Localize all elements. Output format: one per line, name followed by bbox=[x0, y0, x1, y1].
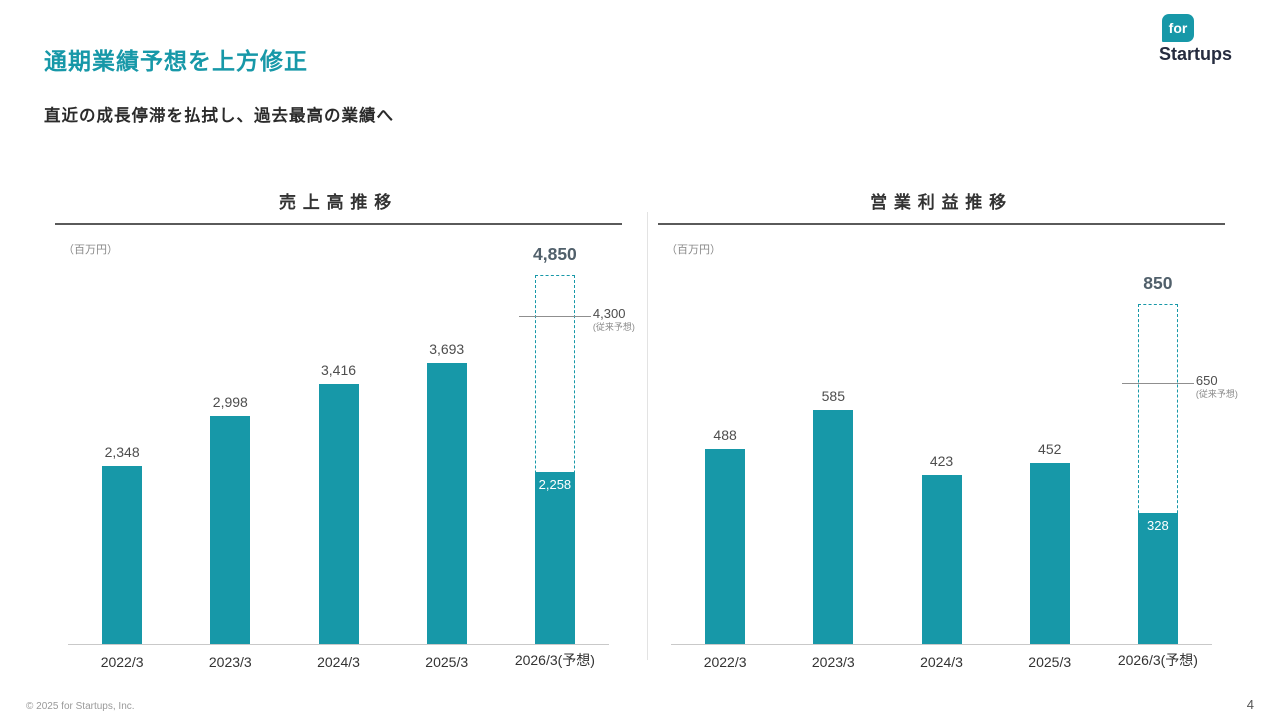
x-axis-label: 2025/3 bbox=[1028, 654, 1072, 670]
bar-group: 423 2024/3 bbox=[887, 265, 995, 670]
forecast-bar-outline bbox=[534, 275, 575, 644]
previous-forecast-note: (従来予想) bbox=[1195, 388, 1238, 399]
bar-group: 3,416 2024/3 bbox=[284, 265, 392, 670]
operating-profit-title-rule bbox=[658, 223, 1225, 225]
bar-group: 3,693 2025/3 bbox=[393, 265, 501, 670]
previous-forecast-value: 650 bbox=[1195, 372, 1218, 388]
operating-profit-unit-label: （百万円） bbox=[666, 244, 721, 256]
bar bbox=[102, 466, 143, 644]
bar-group: 2,998 2023/3 bbox=[176, 265, 284, 670]
revenue-title-rule bbox=[55, 223, 622, 225]
bar bbox=[1029, 463, 1070, 644]
bar-value-label: 585 bbox=[821, 388, 845, 404]
operating-profit-plot-area: 488 2022/3 585 2023/3 423 2024/3 452 2025/3 328 8… bbox=[671, 265, 1238, 670]
bar bbox=[210, 416, 251, 644]
revenue-unit-label: （百万円） bbox=[63, 244, 118, 256]
page-subtitle: 直近の成長停滞を払拭し、過去最高の業績へ bbox=[44, 107, 394, 125]
slide-header: 通期業績予想を上方修正 直近の成長停滞を払拭し、過去最高の業績へ bbox=[0, 0, 1280, 126]
revenue-chart-title: 売上高推移 bbox=[279, 193, 398, 212]
forecast-achieved-label: 2,258 bbox=[538, 477, 572, 492]
copyright: © 2025 for Startups, Inc. bbox=[26, 701, 135, 712]
previous-forecast-note: (従来予想) bbox=[592, 321, 635, 332]
bar-group: 585 2023/3 bbox=[779, 265, 887, 670]
forecast-achieved-label: 328 bbox=[1147, 518, 1169, 533]
x-axis-label: 2025/3 bbox=[425, 654, 469, 670]
bar-value-label: 2,998 bbox=[212, 394, 248, 410]
operating-profit-chart-title: 営業利益推移 bbox=[870, 193, 1013, 212]
bar-value-label: 452 bbox=[1038, 441, 1062, 457]
bar bbox=[813, 410, 854, 644]
previous-forecast-line bbox=[518, 316, 591, 317]
slide-footer: © 2025 for Startups, Inc. 4 bbox=[0, 697, 1280, 712]
forecast-achieved-bar bbox=[534, 472, 575, 644]
logo-for-badge-icon: for bbox=[1162, 14, 1194, 42]
page-title: 通期業績予想を上方修正 bbox=[44, 48, 308, 74]
forecast-bar-outline bbox=[1137, 304, 1178, 644]
bar-value-label: 3,416 bbox=[320, 362, 357, 378]
bar-group: 2,348 2022/3 bbox=[68, 265, 176, 670]
page-number: 4 bbox=[1246, 697, 1254, 712]
x-axis-label: 2022/3 bbox=[100, 654, 144, 670]
bar-value-label: 423 bbox=[929, 453, 954, 469]
panel-divider bbox=[647, 212, 648, 660]
logo-name: Startups bbox=[1159, 44, 1233, 64]
x-axis-label: 2023/3 bbox=[811, 654, 855, 670]
x-axis-label: 2024/3 bbox=[317, 654, 360, 670]
forecast-total-label: 850 bbox=[1143, 273, 1173, 293]
forecast-bar-group: 2,258 4,850 4,300 (従来予想) 2026/3(予想) bbox=[501, 244, 635, 668]
x-axis-label: 2026/3(予想) bbox=[514, 652, 595, 668]
previous-forecast-label: 4,300 (従来予想) bbox=[593, 306, 663, 334]
x-axis-label: 2022/3 bbox=[703, 654, 747, 670]
previous-forecast-value: 4,300 bbox=[592, 305, 626, 321]
forecast-achieved-bar bbox=[1137, 513, 1178, 644]
bar-value-label: 2,348 bbox=[104, 444, 140, 460]
charts-row: 売上高推移 （百万円） 2,348 2022/3 2,998 2023/3 3,416 2… bbox=[55, 188, 1238, 670]
bar-value-label: 3,693 bbox=[429, 341, 465, 357]
x-axis-label: 2024/3 bbox=[920, 654, 963, 670]
operating-profit-chart-panel: 営業利益推移 （百万円） 488 2022/3 585 2023/3 423 2024/3… bbox=[658, 188, 1238, 670]
bar bbox=[921, 475, 962, 644]
for-startups-logo: for Startups bbox=[1159, 14, 1251, 65]
forecast-bar-group: 328 850 650 (従来予想) 2026/3(予想) bbox=[1104, 265, 1238, 668]
revenue-plot-area: 2,348 2022/3 2,998 2023/3 3,416 2024/3 3,693 20… bbox=[68, 244, 635, 670]
bar bbox=[426, 363, 467, 644]
bar bbox=[318, 384, 359, 644]
previous-forecast-label: 650 (従来予想) bbox=[1196, 373, 1266, 401]
forecast-total-label: 4,850 bbox=[533, 244, 577, 264]
previous-forecast-line bbox=[1121, 383, 1194, 384]
x-axis-label: 2026/3(予想) bbox=[1117, 652, 1198, 668]
bar-value-label: 488 bbox=[713, 427, 737, 443]
bar-group: 488 2022/3 bbox=[671, 265, 779, 670]
bar bbox=[705, 449, 746, 644]
revenue-chart-panel: 売上高推移 （百万円） 2,348 2022/3 2,998 2023/3 3,416 2… bbox=[55, 188, 635, 670]
bar-group: 452 2025/3 bbox=[996, 265, 1104, 670]
x-axis-label: 2023/3 bbox=[208, 654, 252, 670]
